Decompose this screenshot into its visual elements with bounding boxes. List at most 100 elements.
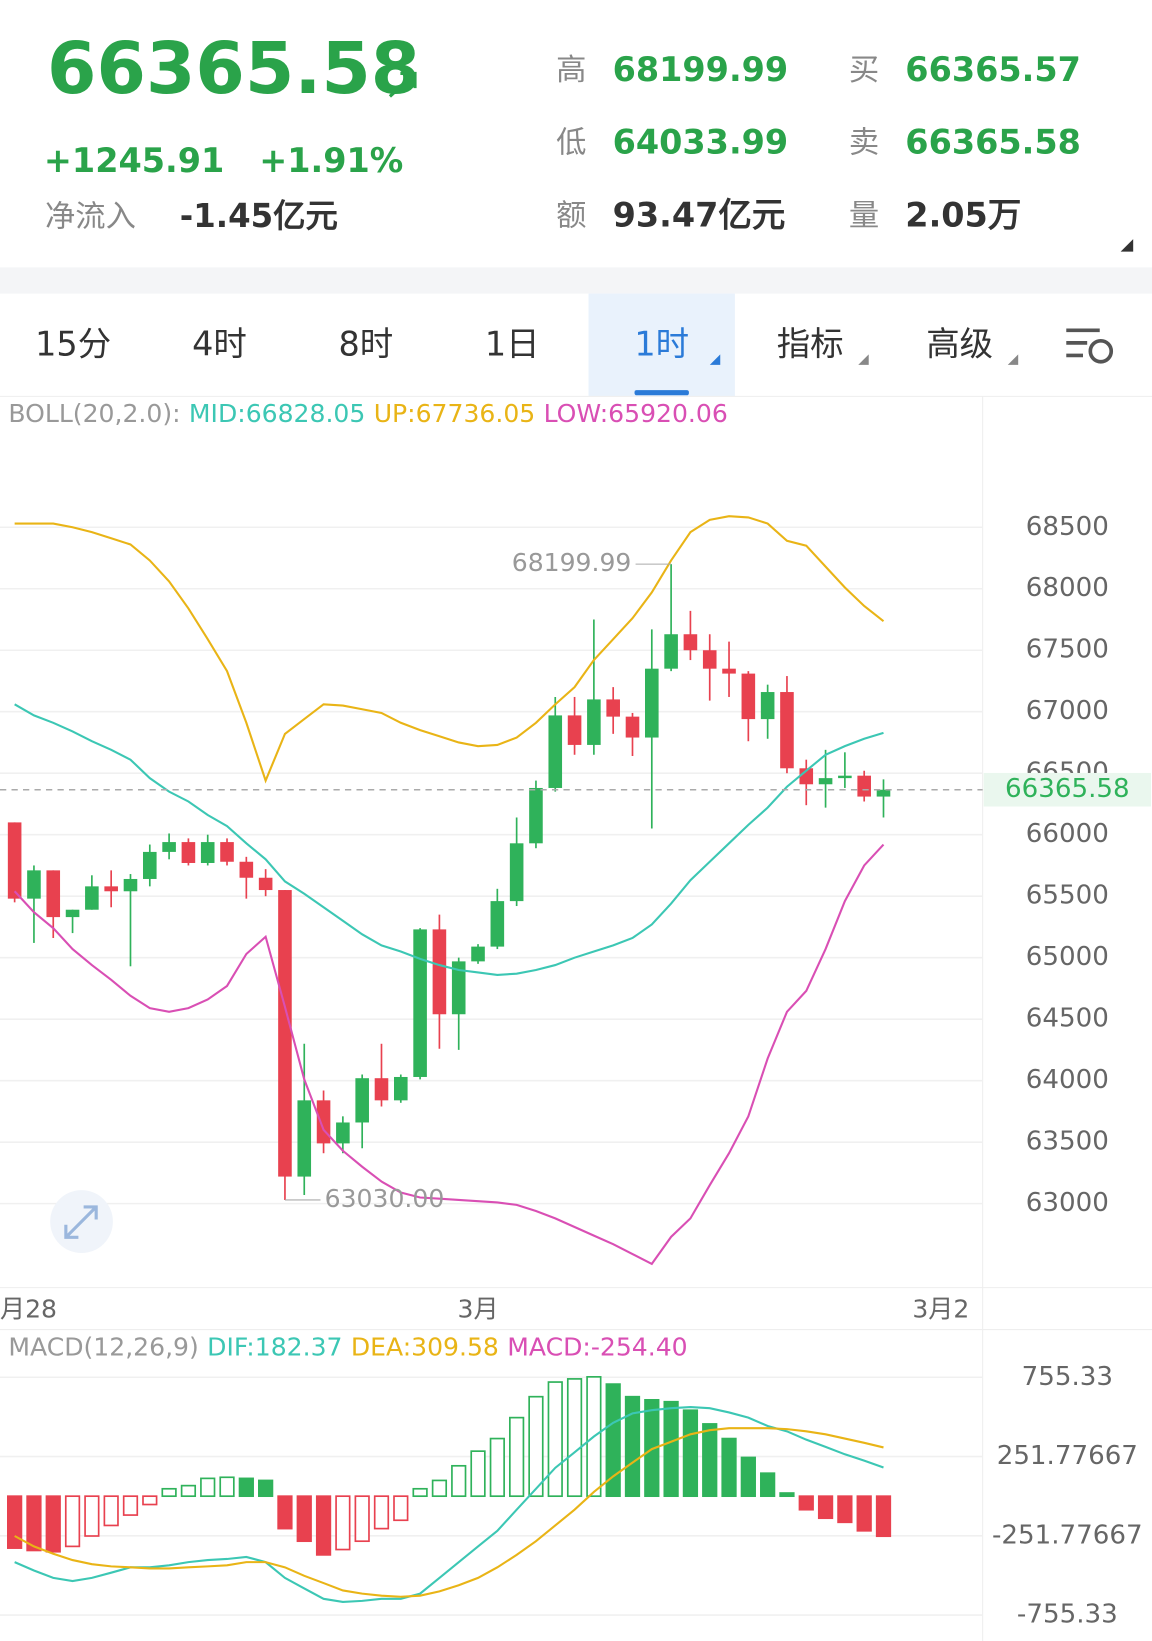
stat-value: 2.05万: [905, 196, 1021, 235]
macd-bar: [238, 1477, 254, 1498]
stat-value: 93.47亿元: [613, 196, 786, 235]
last-price: 66365.58: [47, 27, 420, 110]
stat-value: 68199.99: [613, 50, 789, 89]
macd-line: [14, 1427, 884, 1598]
up-arrow-icon: [388, 71, 417, 98]
macd-bar: [547, 1381, 563, 1498]
macd-bar: [605, 1383, 621, 1498]
candle-body: [65, 909, 80, 918]
y-tick-label: 65000: [1026, 942, 1109, 972]
macd-bar: [412, 1487, 428, 1498]
candle-body: [220, 842, 234, 862]
candle-body: [278, 890, 292, 1177]
candle-body: [200, 842, 215, 863]
candle-body: [46, 870, 61, 918]
boll-line: [14, 703, 884, 976]
y-tick-label: -251.77667: [992, 1520, 1143, 1550]
macd-bar: [354, 1495, 370, 1543]
indicator-legend: BOLL(20,2.0): MID:66828.05 UP:67736.05 LOW:…: [8, 399, 727, 428]
candle-body: [162, 842, 176, 852]
candle-body: [297, 1100, 312, 1177]
boll-line: [14, 515, 885, 784]
y-tick-label: -755.33: [1017, 1600, 1118, 1630]
macd-bar: [200, 1477, 216, 1498]
macd-bar: [180, 1484, 197, 1498]
indicator-legend: MACD(12,26,9) DIF:182.37 DEA:309.58 MACD:-2…: [8, 1332, 687, 1361]
candle-body: [625, 716, 640, 738]
candle-body: [142, 851, 157, 879]
macd-bar: [740, 1456, 756, 1498]
settings-lines: [1066, 328, 1100, 358]
macd-bar: [122, 1495, 139, 1516]
macd-bar: [451, 1464, 467, 1498]
candle-body: [683, 634, 698, 651]
macd-bar: [760, 1472, 776, 1498]
tab[interactable]: 1日: [485, 324, 540, 363]
high-annotation: 68199.99: [512, 548, 632, 577]
macd-bar: [837, 1495, 853, 1524]
macd-bar: [7, 1495, 23, 1549]
candle-body: [548, 715, 563, 788]
settings-gear: [1088, 338, 1114, 364]
macd-bar: [798, 1495, 814, 1511]
macd-bar: [258, 1479, 274, 1498]
candle-body: [239, 861, 254, 878]
y-tick-label: 64000: [1026, 1065, 1109, 1095]
candle-body: [587, 699, 601, 745]
candle-body: [857, 775, 871, 797]
tab[interactable]: 指标: [777, 324, 844, 363]
candle-body: [529, 787, 543, 844]
legend-entry: LOW:65920.06: [544, 399, 728, 428]
y-tick-label: 67000: [1026, 696, 1109, 726]
low-annotation: 63030.00: [325, 1184, 445, 1213]
macd-bar: [45, 1495, 61, 1553]
candle-body: [104, 886, 118, 892]
stat-value: 66365.58: [905, 123, 1081, 162]
stat-label: 额: [556, 199, 586, 234]
macd-bar: [64, 1495, 81, 1548]
active-tab-bg: [588, 293, 735, 397]
price-change-pct: +1.91%: [259, 141, 403, 180]
tab[interactable]: 4时: [192, 324, 247, 363]
candle-body: [567, 715, 582, 745]
boll-line: [13, 843, 885, 1266]
macd-bar: [26, 1495, 42, 1552]
macd-line: [14, 1406, 884, 1604]
candle-body: [838, 775, 852, 779]
separator-band: [0, 267, 1152, 294]
settings-icon[interactable]: [1066, 328, 1114, 364]
candle-body: [258, 877, 273, 891]
y-tick-label: 68000: [1026, 573, 1109, 603]
candle-body: [780, 692, 794, 769]
price-change: +1245.91: [44, 141, 224, 180]
candle-body: [702, 650, 717, 669]
macd-bar: [84, 1495, 100, 1537]
macd-bar: [219, 1476, 235, 1498]
candle-body: [432, 929, 447, 1015]
macd-bar: [470, 1450, 486, 1498]
macd-bar: [296, 1495, 312, 1543]
macd-bar: [566, 1378, 583, 1498]
y-tick-label: 65500: [1026, 881, 1109, 911]
macd-bar: [142, 1495, 158, 1506]
stat-value: 64033.99: [613, 123, 789, 162]
tab[interactable]: 15分: [35, 324, 111, 363]
fullscreen-button[interactable]: [50, 1190, 113, 1254]
tab[interactable]: 1时: [634, 324, 689, 363]
candle-body: [509, 843, 524, 902]
macd-bar: [509, 1416, 525, 1498]
tab[interactable]: 8时: [339, 324, 394, 363]
candle-body: [741, 673, 756, 720]
macd-bar: [489, 1437, 505, 1498]
candle-body: [471, 946, 485, 962]
y-tick-label: 66000: [1026, 819, 1109, 849]
candle-body: [413, 929, 427, 1077]
tab[interactable]: 高级: [926, 324, 993, 363]
candle-body: [374, 1078, 389, 1101]
candle-body: [664, 634, 678, 669]
legend-title: BOLL(20,2.0):: [8, 399, 180, 428]
candle-body: [394, 1076, 408, 1101]
expand-corner[interactable]: [1120, 239, 1134, 252]
